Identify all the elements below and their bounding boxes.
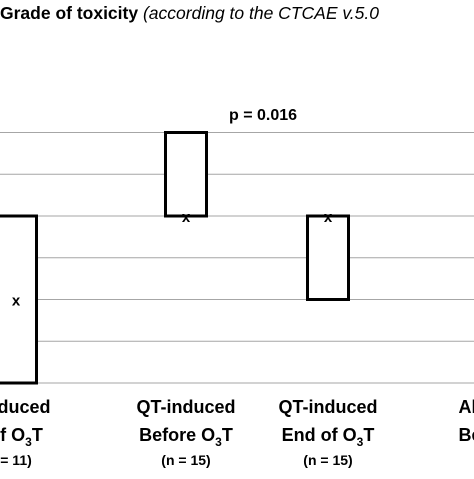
mean-marker-3: x xyxy=(324,209,333,226)
chart-title: Grade of toxicity xyxy=(0,3,139,23)
category-label-4-line2: Be xyxy=(458,425,474,445)
box-2 xyxy=(164,131,208,218)
box-3 xyxy=(306,214,350,301)
category-label-1-line2: of O3T xyxy=(0,425,43,449)
category-label-3-line1: QT-induced xyxy=(279,397,378,417)
category-n-2: (n = 15) xyxy=(161,452,210,468)
chart-title-line: Grade of toxicity (according to the CTCA… xyxy=(0,1,379,25)
category-label-2-line1: QT-induced xyxy=(137,397,236,417)
mean-marker-2: x xyxy=(182,209,191,226)
annotation-p-value: p = 0.016 xyxy=(229,107,297,124)
category-n-3: (n = 15) xyxy=(303,452,352,468)
box-1 xyxy=(0,214,38,385)
chart-subtitle: (according to the CTCAE v.5.0 xyxy=(142,3,379,23)
category-label-3-line2: End of O3T xyxy=(282,425,375,449)
category-label-4-line1: All xyxy=(458,397,474,417)
category-label-2-line2: Before O3T xyxy=(139,425,233,449)
category-n-1: = 11) xyxy=(0,452,32,468)
mean-marker-1: x xyxy=(12,293,21,310)
category-label-1-line1: induced xyxy=(0,397,51,417)
